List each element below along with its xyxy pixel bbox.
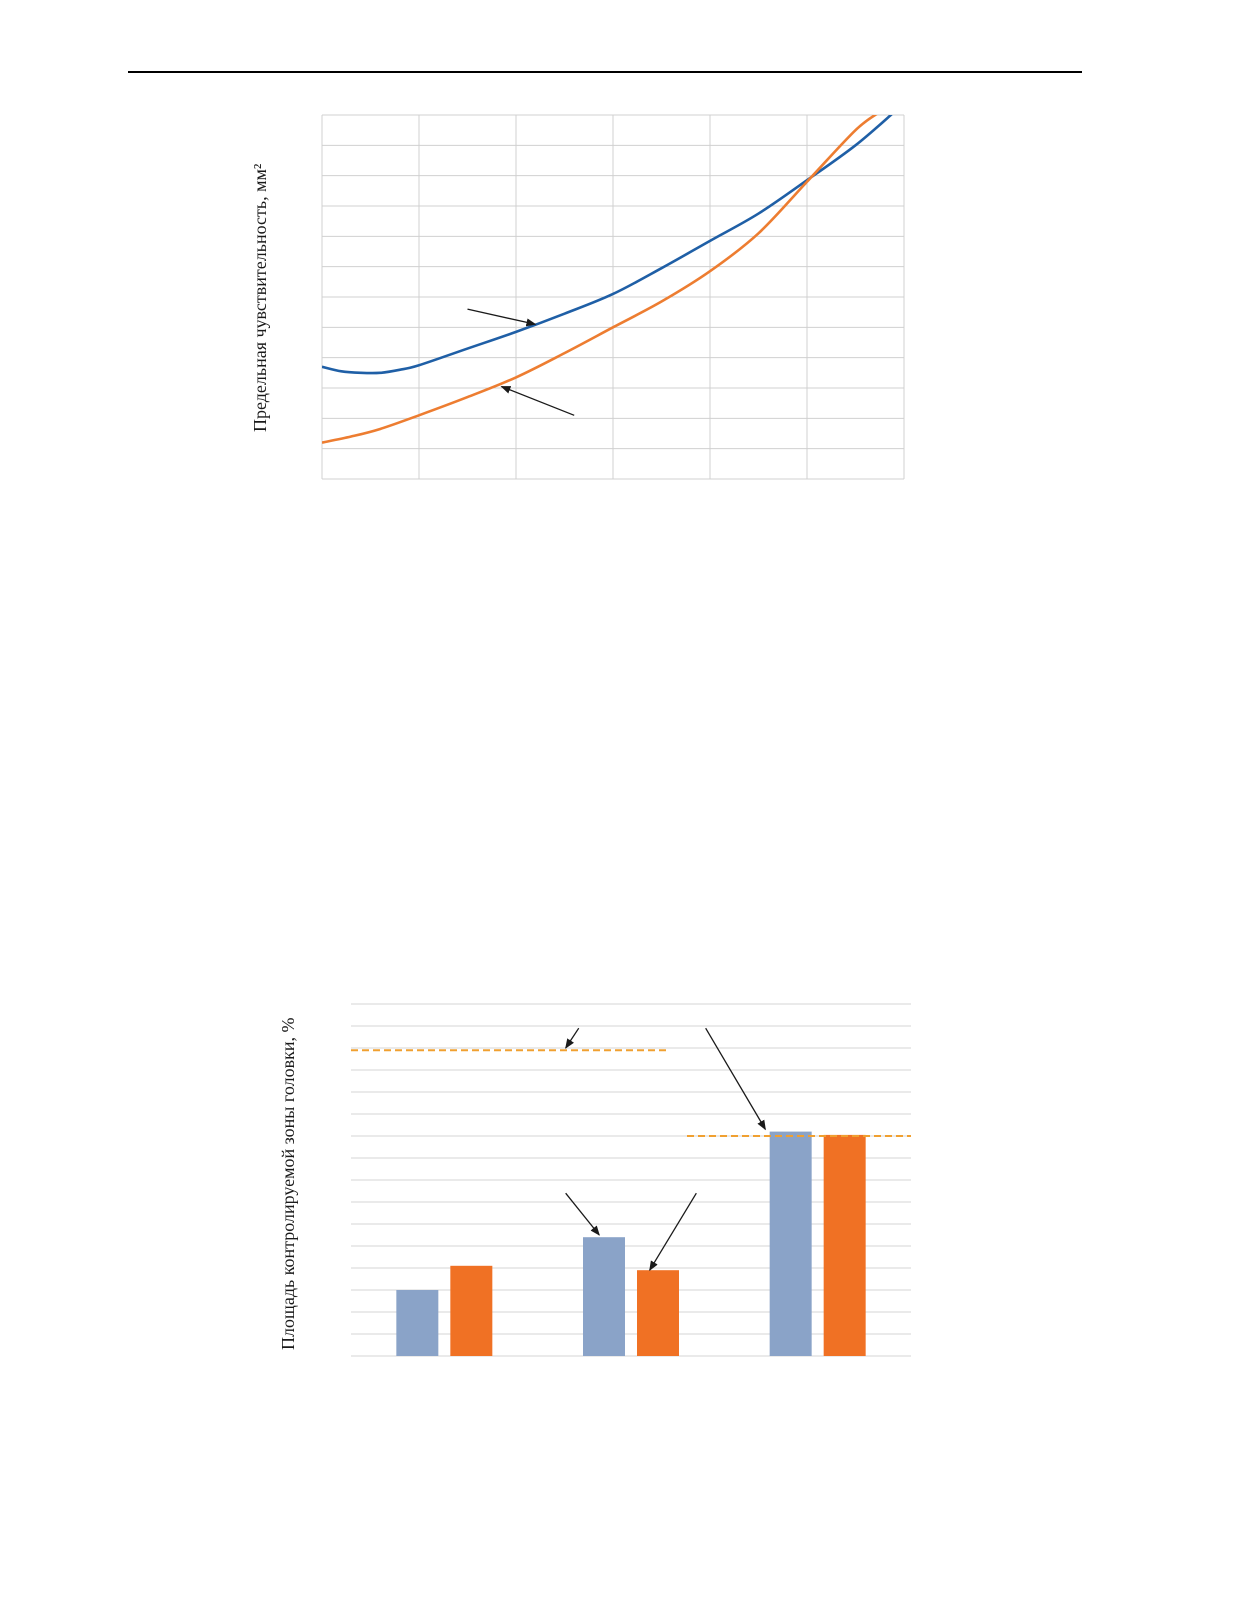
bar-chart-annotation-arrow-1 <box>565 1027 580 1049</box>
bar-series-1-group-2 <box>583 1237 625 1356</box>
page-header-rule <box>128 71 1082 73</box>
line-series-1 <box>322 115 893 375</box>
bar-chart-annotation-arrow-3 <box>565 1192 600 1236</box>
bar-series-1-group-1 <box>396 1290 439 1356</box>
line-chart-annotation-arrow-2 <box>500 385 575 416</box>
line-chart-annotation-arrow-1 <box>467 308 537 327</box>
bar-series-2-group-1 <box>450 1265 493 1356</box>
line-chart-ylabel: Предельная чувствительность, мм² <box>250 163 270 432</box>
bar-series-1-group-3 <box>769 1131 812 1356</box>
bar-series-2-group-2 <box>637 1270 679 1356</box>
bar-chart-ylabel: Площадь контролируемой зоны головки, % <box>278 1017 298 1350</box>
bar-chart-annotation-arrow-2 <box>705 1027 766 1131</box>
bar-chart-annotation-arrow-4 <box>649 1192 697 1272</box>
line-series-2 <box>322 115 878 444</box>
bar-series-2-group-3 <box>823 1134 866 1356</box>
